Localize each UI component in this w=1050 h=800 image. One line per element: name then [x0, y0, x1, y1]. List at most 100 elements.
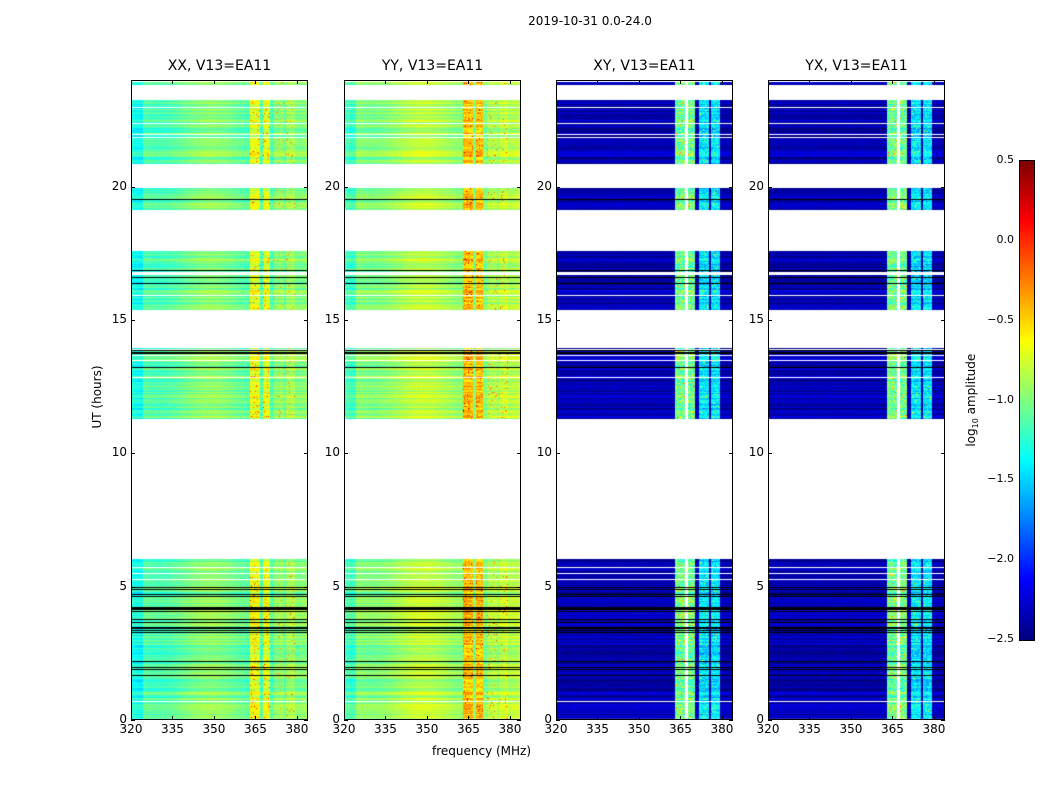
y-tick-mark: [517, 453, 521, 455]
x-tick-label: 380: [285, 722, 309, 736]
x-tick-label: 365: [244, 722, 267, 736]
x-tick-label: 335: [161, 722, 184, 736]
x-tick-mark: [809, 716, 811, 720]
panel-title: XY, V13=EA11: [593, 58, 696, 74]
x-tick-label: 335: [374, 722, 397, 736]
colorbar-tick-label: −2.5: [987, 632, 1014, 645]
x-tick-mark: [131, 80, 132, 84]
axes-frame: [131, 80, 308, 720]
panel-title: YX, V13=EA11: [805, 58, 908, 74]
y-tick-mark: [768, 720, 772, 721]
x-tick-mark: [809, 80, 811, 84]
x-tick-label: 380: [498, 722, 522, 736]
panel-xy: XY, V13=EA11 320 335 350 365 380 0 5 10 15 20: [537, 58, 734, 736]
x-tick-mark: [172, 80, 174, 84]
colorbar: [1019, 160, 1035, 641]
y-tick-mark: [131, 186, 135, 188]
y-tick-label: 10: [324, 445, 340, 460]
heatmap-xx: [131, 80, 308, 720]
axes-frame: [556, 80, 733, 720]
x-tick-mark: [768, 716, 769, 720]
x-tick-mark: [721, 716, 723, 720]
y-tick-mark: [556, 720, 560, 721]
x-tick-mark: [426, 80, 428, 84]
y-tick-label: 0: [544, 712, 552, 726]
y-tick-mark: [768, 186, 772, 188]
x-tick-mark: [892, 80, 894, 84]
y-tick-label: 10: [536, 445, 552, 460]
x-tick-mark: [597, 80, 599, 84]
x-tick-mark: [680, 716, 682, 720]
panel-yy: YY, V13=EA11 320 335 350 365 380 0 5 10 15 20: [325, 58, 522, 736]
y-tick-label: 5: [544, 578, 552, 593]
colorbar-label: log10 amplitude: [963, 353, 981, 447]
x-tick-mark: [850, 80, 852, 84]
x-tick-mark: [556, 716, 557, 720]
panel-title: XX, V13=EA11: [167, 58, 272, 74]
x-tick-mark: [680, 80, 682, 84]
y-tick-mark: [304, 720, 308, 721]
y-tick-mark: [517, 320, 521, 321]
colorbar-tick-label: −0.5: [987, 312, 1014, 326]
x-tick-label: 365: [881, 722, 904, 736]
x-axis-label: frequency (MHz): [432, 744, 532, 758]
y-tick-label: 5: [119, 578, 127, 593]
panel-xx: XX, V13=EA11 320 335 350 365 380 0 5 10 15 20: [112, 58, 309, 736]
x-tick-mark: [296, 80, 298, 84]
panel-title: YY, V13=EA11: [381, 58, 484, 74]
x-tick-label: 320: [756, 722, 780, 736]
x-tick-label: 380: [922, 722, 946, 736]
x-tick-mark: [385, 80, 387, 84]
y-tick-label: 20: [536, 178, 552, 193]
y-tick-mark: [304, 186, 308, 188]
y-tick-mark: [556, 453, 560, 455]
x-tick-mark: [768, 80, 769, 84]
x-tick-label: 350: [415, 722, 439, 736]
x-tick-mark: [131, 716, 132, 720]
x-tick-label: 320: [332, 722, 356, 736]
y-tick-mark: [517, 586, 521, 588]
x-tick-mark: [213, 716, 215, 720]
y-tick-mark: [517, 720, 521, 721]
x-tick-mark: [385, 716, 387, 720]
x-tick-mark: [597, 716, 599, 720]
y-tick-mark: [131, 320, 135, 321]
x-tick-mark: [509, 80, 511, 84]
colorbar-tick-label: −1.0: [987, 392, 1014, 406]
y-tick-mark: [768, 453, 772, 455]
x-tick-mark: [344, 80, 345, 84]
figure-title: 2019-10-31 0.0-24.0: [528, 14, 652, 28]
x-tick-mark: [344, 716, 345, 720]
y-tick-label: 15: [536, 312, 552, 326]
y-tick-mark: [344, 320, 348, 321]
y-tick-mark: [131, 453, 135, 455]
x-tick-label: 335: [586, 722, 609, 736]
y-tick-mark: [556, 320, 560, 321]
y-axis-label: UT (hours): [90, 365, 104, 429]
y-tick-mark: [941, 186, 945, 188]
y-tick-mark: [344, 186, 348, 188]
y-tick-label: 15: [111, 312, 127, 326]
x-tick-mark: [468, 80, 470, 84]
x-tick-mark: [892, 716, 894, 720]
x-tick-mark: [255, 716, 257, 720]
x-tick-mark: [509, 716, 511, 720]
y-tick-mark: [941, 586, 945, 588]
y-tick-label: 0: [332, 712, 340, 726]
y-tick-mark: [344, 586, 348, 588]
x-tick-label: 350: [839, 722, 863, 736]
y-tick-label: 20: [748, 178, 764, 193]
x-tick-mark: [933, 80, 935, 84]
x-tick-mark: [296, 716, 298, 720]
y-tick-mark: [941, 720, 945, 721]
x-tick-mark: [721, 80, 723, 84]
y-tick-label: 20: [324, 178, 340, 193]
panel-yx: YX, V13=EA11 320 335 350 365 380 0 5 10 15 20: [749, 58, 946, 736]
y-tick-label: 15: [748, 312, 764, 326]
colorbar-tick-label: 0.5: [996, 153, 1015, 166]
x-tick-mark: [556, 80, 557, 84]
axes-frame: [344, 80, 521, 720]
y-tick-mark: [941, 320, 945, 321]
colorbar-tick-label: −2.0: [987, 552, 1014, 566]
y-tick-mark: [768, 586, 772, 588]
